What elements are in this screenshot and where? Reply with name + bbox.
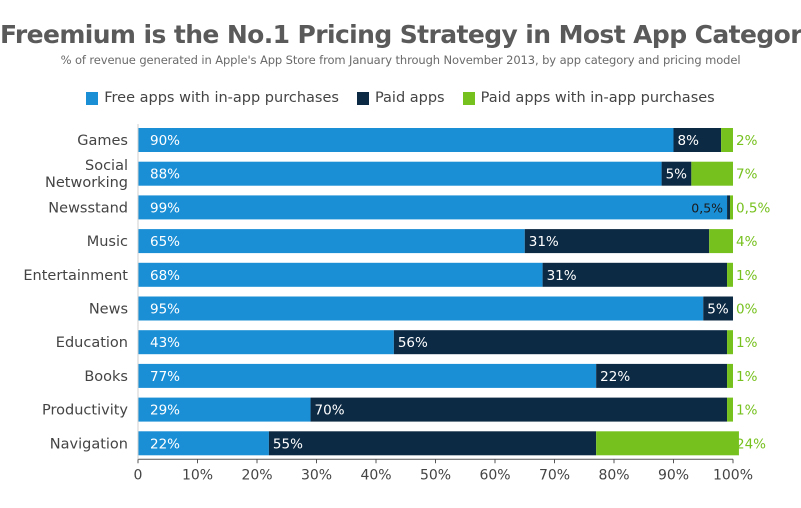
bar-segment xyxy=(138,229,525,254)
data-label: 68% xyxy=(150,268,180,284)
bar-segment xyxy=(709,229,733,254)
x-tick-label: 30% xyxy=(301,467,332,483)
bar-segment xyxy=(661,161,692,186)
bar-segment xyxy=(542,262,728,287)
legend-item-paid-iap: Paid apps with in-app purchases xyxy=(462,90,715,106)
data-label: 7% xyxy=(736,167,758,183)
data-label: 95% xyxy=(150,302,180,318)
data-label: 8% xyxy=(678,133,700,149)
bar-segment xyxy=(524,229,710,254)
x-tick-label: 60% xyxy=(479,467,510,483)
legend-label-free-iap: Free apps with in-app purchases xyxy=(104,90,339,106)
category-label: Newsstand xyxy=(48,200,128,216)
data-label: 0,5% xyxy=(691,200,723,215)
category-label: Music xyxy=(87,234,128,250)
data-label: 5% xyxy=(707,302,729,318)
x-tick-label: 10% xyxy=(182,467,213,483)
bar-segment xyxy=(721,128,733,152)
bar-segment xyxy=(138,195,728,220)
x-tick-label: 20% xyxy=(241,467,272,483)
chart-legend: Free apps with in-app purchases Paid app… xyxy=(0,90,801,106)
chart-subtitle: % of revenue generated in Apple's App St… xyxy=(60,53,741,67)
bar-segment xyxy=(138,397,311,422)
bar-segment xyxy=(673,128,722,152)
legend-swatch-paid-iap xyxy=(462,91,475,105)
chart-title: Freemium is the No.1 Pricing Strategy in… xyxy=(0,20,801,49)
data-label: 29% xyxy=(150,403,180,419)
x-tick-label: 40% xyxy=(360,467,391,483)
data-label: 24% xyxy=(736,436,766,452)
bar-segment xyxy=(138,161,662,186)
legend-label-paid: Paid apps xyxy=(374,90,445,106)
category-label: Productivity xyxy=(42,403,128,419)
bar-segment xyxy=(138,330,394,355)
data-label: 88% xyxy=(150,167,180,183)
bar-segment xyxy=(727,330,733,355)
data-label: 0,5% xyxy=(736,200,770,216)
bar-segment xyxy=(310,397,728,422)
bar-segment xyxy=(730,195,733,220)
data-label: 1% xyxy=(736,403,758,419)
category-label: Social Networking xyxy=(45,158,128,191)
bar-segment xyxy=(691,161,733,186)
x-tick-label: 100% xyxy=(713,467,753,483)
x-tick-label: 80% xyxy=(598,467,629,483)
data-label: 55% xyxy=(273,436,303,452)
x-tick-label: 90% xyxy=(658,467,689,483)
category-label: Games xyxy=(77,133,128,149)
legend-label-paid-iap: Paid apps with in-app purchases xyxy=(480,90,715,106)
data-label: 99% xyxy=(150,200,180,216)
legend-swatch-paid xyxy=(356,91,369,105)
x-tick-label: 0 xyxy=(134,467,143,483)
legend-item-free-iap: Free apps with in-app purchases xyxy=(86,90,339,106)
bar-segment xyxy=(138,363,597,388)
data-label: 1% xyxy=(736,369,758,385)
category-label: Education xyxy=(56,335,128,351)
data-label: 90% xyxy=(150,133,180,149)
bar-segment xyxy=(703,296,733,321)
data-label: 22% xyxy=(600,369,630,385)
data-label: 1% xyxy=(736,335,758,351)
bar-segment xyxy=(727,195,731,220)
bar-segment xyxy=(138,431,269,456)
data-label: 0% xyxy=(736,302,758,318)
bar-segment xyxy=(596,363,728,388)
category-label: Books xyxy=(84,369,128,385)
data-label: 56% xyxy=(398,335,428,351)
data-label: 77% xyxy=(150,369,180,385)
data-label: 4% xyxy=(736,234,758,250)
data-label: 22% xyxy=(150,436,180,452)
bar-segment xyxy=(727,363,733,388)
data-label: 1% xyxy=(736,268,758,284)
bar-segment xyxy=(393,330,728,355)
data-label: 65% xyxy=(150,234,180,250)
category-label: Navigation xyxy=(50,436,128,452)
bar-segment xyxy=(138,262,543,287)
x-tick-label: 70% xyxy=(539,467,570,483)
bar-segment xyxy=(727,262,733,287)
data-label: 31% xyxy=(547,268,577,284)
category-label: News xyxy=(89,302,128,318)
bar-segment xyxy=(268,431,597,456)
data-label: 70% xyxy=(315,403,345,419)
x-tick-label: 50% xyxy=(420,467,451,483)
data-label: 43% xyxy=(150,335,180,351)
legend-item-paid: Paid apps xyxy=(356,90,445,106)
category-label: Entertainment xyxy=(23,268,128,284)
bar-segment xyxy=(138,128,674,152)
bar-segment xyxy=(727,397,733,422)
data-label: 31% xyxy=(529,234,559,250)
data-label: 5% xyxy=(666,167,688,183)
bar-segment xyxy=(138,296,704,321)
bar-segment xyxy=(596,431,739,456)
data-label: 2% xyxy=(736,133,758,149)
legend-swatch-free-iap xyxy=(86,91,99,105)
